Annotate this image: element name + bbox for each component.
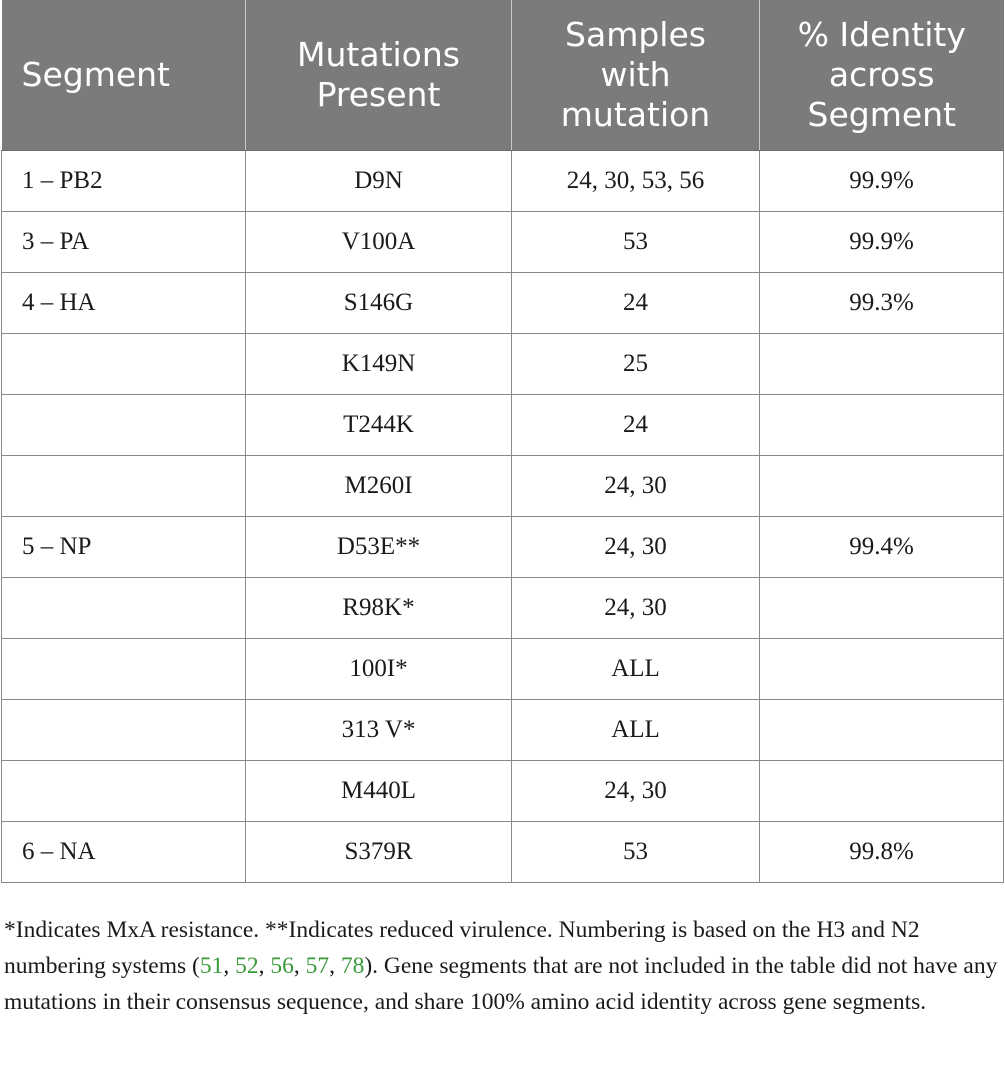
cell-mutation: M260I [245,455,512,517]
header-identity-across-segment: % Identity across Segment [759,0,1004,151]
header-mutations-line2: Present [316,75,441,114]
cell-identity [759,455,1004,517]
cell-samples: 24 [511,394,760,456]
cell-identity: 99.8% [759,821,1004,883]
table-row: 100I* ALL [1,638,1004,700]
cell-segment [1,455,246,517]
cell-samples: 25 [511,333,760,395]
header-mutations-line1: Mutations [297,35,460,74]
header-samples-line3: mutation [560,95,711,134]
ref-separator: , [329,953,341,979]
cell-samples: 24, 30 [511,455,760,517]
cell-segment [1,333,246,395]
table-footnote: *Indicates MxA resistance. **Indicates r… [4,912,999,1020]
cell-segment: 4 – HA [1,272,246,334]
cell-mutation: D9N [245,150,512,212]
cell-identity [759,638,1004,700]
reference-link-52[interactable]: 52 [235,953,259,979]
table-row: 6 – NA S379R 53 99.8% [1,821,1004,883]
header-samples-with-mutation: Samples with mutation [511,0,760,151]
cell-mutation: V100A [245,211,512,273]
mutation-table-container: Segment Mutations Present Samples with m… [1,0,1004,883]
table-row: 313 V* ALL [1,699,1004,761]
header-samples-line2: with [600,55,671,94]
header-identity-line3: Segment [807,95,957,134]
reference-link-56[interactable]: 56 [270,953,294,979]
cell-mutation: T244K [245,394,512,456]
table-row: 4 – HA S146G 24 99.3% [1,272,1004,334]
table-row: M440L 24, 30 [1,760,1004,822]
cell-samples: 24, 30, 53, 56 [511,150,760,212]
cell-samples: ALL [511,699,760,761]
cell-segment [1,699,246,761]
header-row: Segment Mutations Present Samples with m… [1,0,1004,151]
table-row: T244K 24 [1,394,1004,456]
table-row: K149N 25 [1,333,1004,395]
cell-mutation: M440L [245,760,512,822]
cell-samples: 24, 30 [511,760,760,822]
cell-mutation: S379R [245,821,512,883]
header-samples-line1: Samples [565,15,706,54]
table-row: 3 – PA V100A 53 99.9% [1,211,1004,273]
reference-link-78[interactable]: 78 [340,953,365,979]
cell-samples: 24, 30 [511,577,760,639]
header-segment-line1: Segment [21,55,171,94]
cell-mutation: R98K* [245,577,512,639]
cell-segment: 3 – PA [1,211,246,273]
reference-link-51[interactable]: 51 [199,953,224,979]
header-identity-line2: across [828,55,935,94]
cell-samples: 53 [511,211,760,273]
header-identity-line1: % Identity [797,15,966,54]
header-mutations-present: Mutations Present [245,0,512,151]
cell-identity [759,333,1004,395]
table-row: 1 – PB2 D9N 24, 30, 53, 56 99.9% [1,150,1004,212]
header-segment: Segment [1,0,246,151]
table-body: 1 – PB2 D9N 24, 30, 53, 56 99.9% 3 – PA … [1,150,1004,883]
mutation-table: Segment Mutations Present Samples with m… [1,0,1004,883]
cell-mutation: 313 V* [245,699,512,761]
cell-segment [1,394,246,456]
reference-link-57[interactable]: 57 [305,953,330,979]
cell-mutation: K149N [245,333,512,395]
cell-segment: 6 – NA [1,821,246,883]
cell-identity: 99.4% [759,516,1004,578]
table-header: Segment Mutations Present Samples with m… [1,0,1004,151]
ref-separator: , [258,953,271,979]
cell-samples: 24 [511,272,760,334]
table-row: 5 – NP D53E** 24, 30 99.4% [1,516,1004,578]
table-row: M260I 24, 30 [1,455,1004,517]
footnote-text-after: ). Gene segments that are not included i… [4,953,998,1015]
cell-identity [759,577,1004,639]
cell-mutation: D53E** [245,516,512,578]
cell-identity [759,394,1004,456]
ref-separator: , [293,953,306,979]
cell-segment: 5 – NP [1,516,246,578]
cell-segment [1,760,246,822]
cell-identity [759,699,1004,761]
cell-mutation: 100I* [245,638,512,700]
cell-samples: ALL [511,638,760,700]
cell-samples: 24, 30 [511,516,760,578]
cell-identity: 99.9% [759,211,1004,273]
footnote-text-before: *Indicates MxA resistance. **Indicates r… [4,917,920,979]
cell-segment: 1 – PB2 [1,150,246,212]
cell-identity [759,760,1004,822]
cell-identity: 99.3% [759,272,1004,334]
cell-mutation: S146G [245,272,512,334]
cell-segment [1,577,246,639]
cell-identity: 99.9% [759,150,1004,212]
ref-separator: , [223,953,236,979]
table-row: R98K* 24, 30 [1,577,1004,639]
cell-segment [1,638,246,700]
cell-samples: 53 [511,821,760,883]
